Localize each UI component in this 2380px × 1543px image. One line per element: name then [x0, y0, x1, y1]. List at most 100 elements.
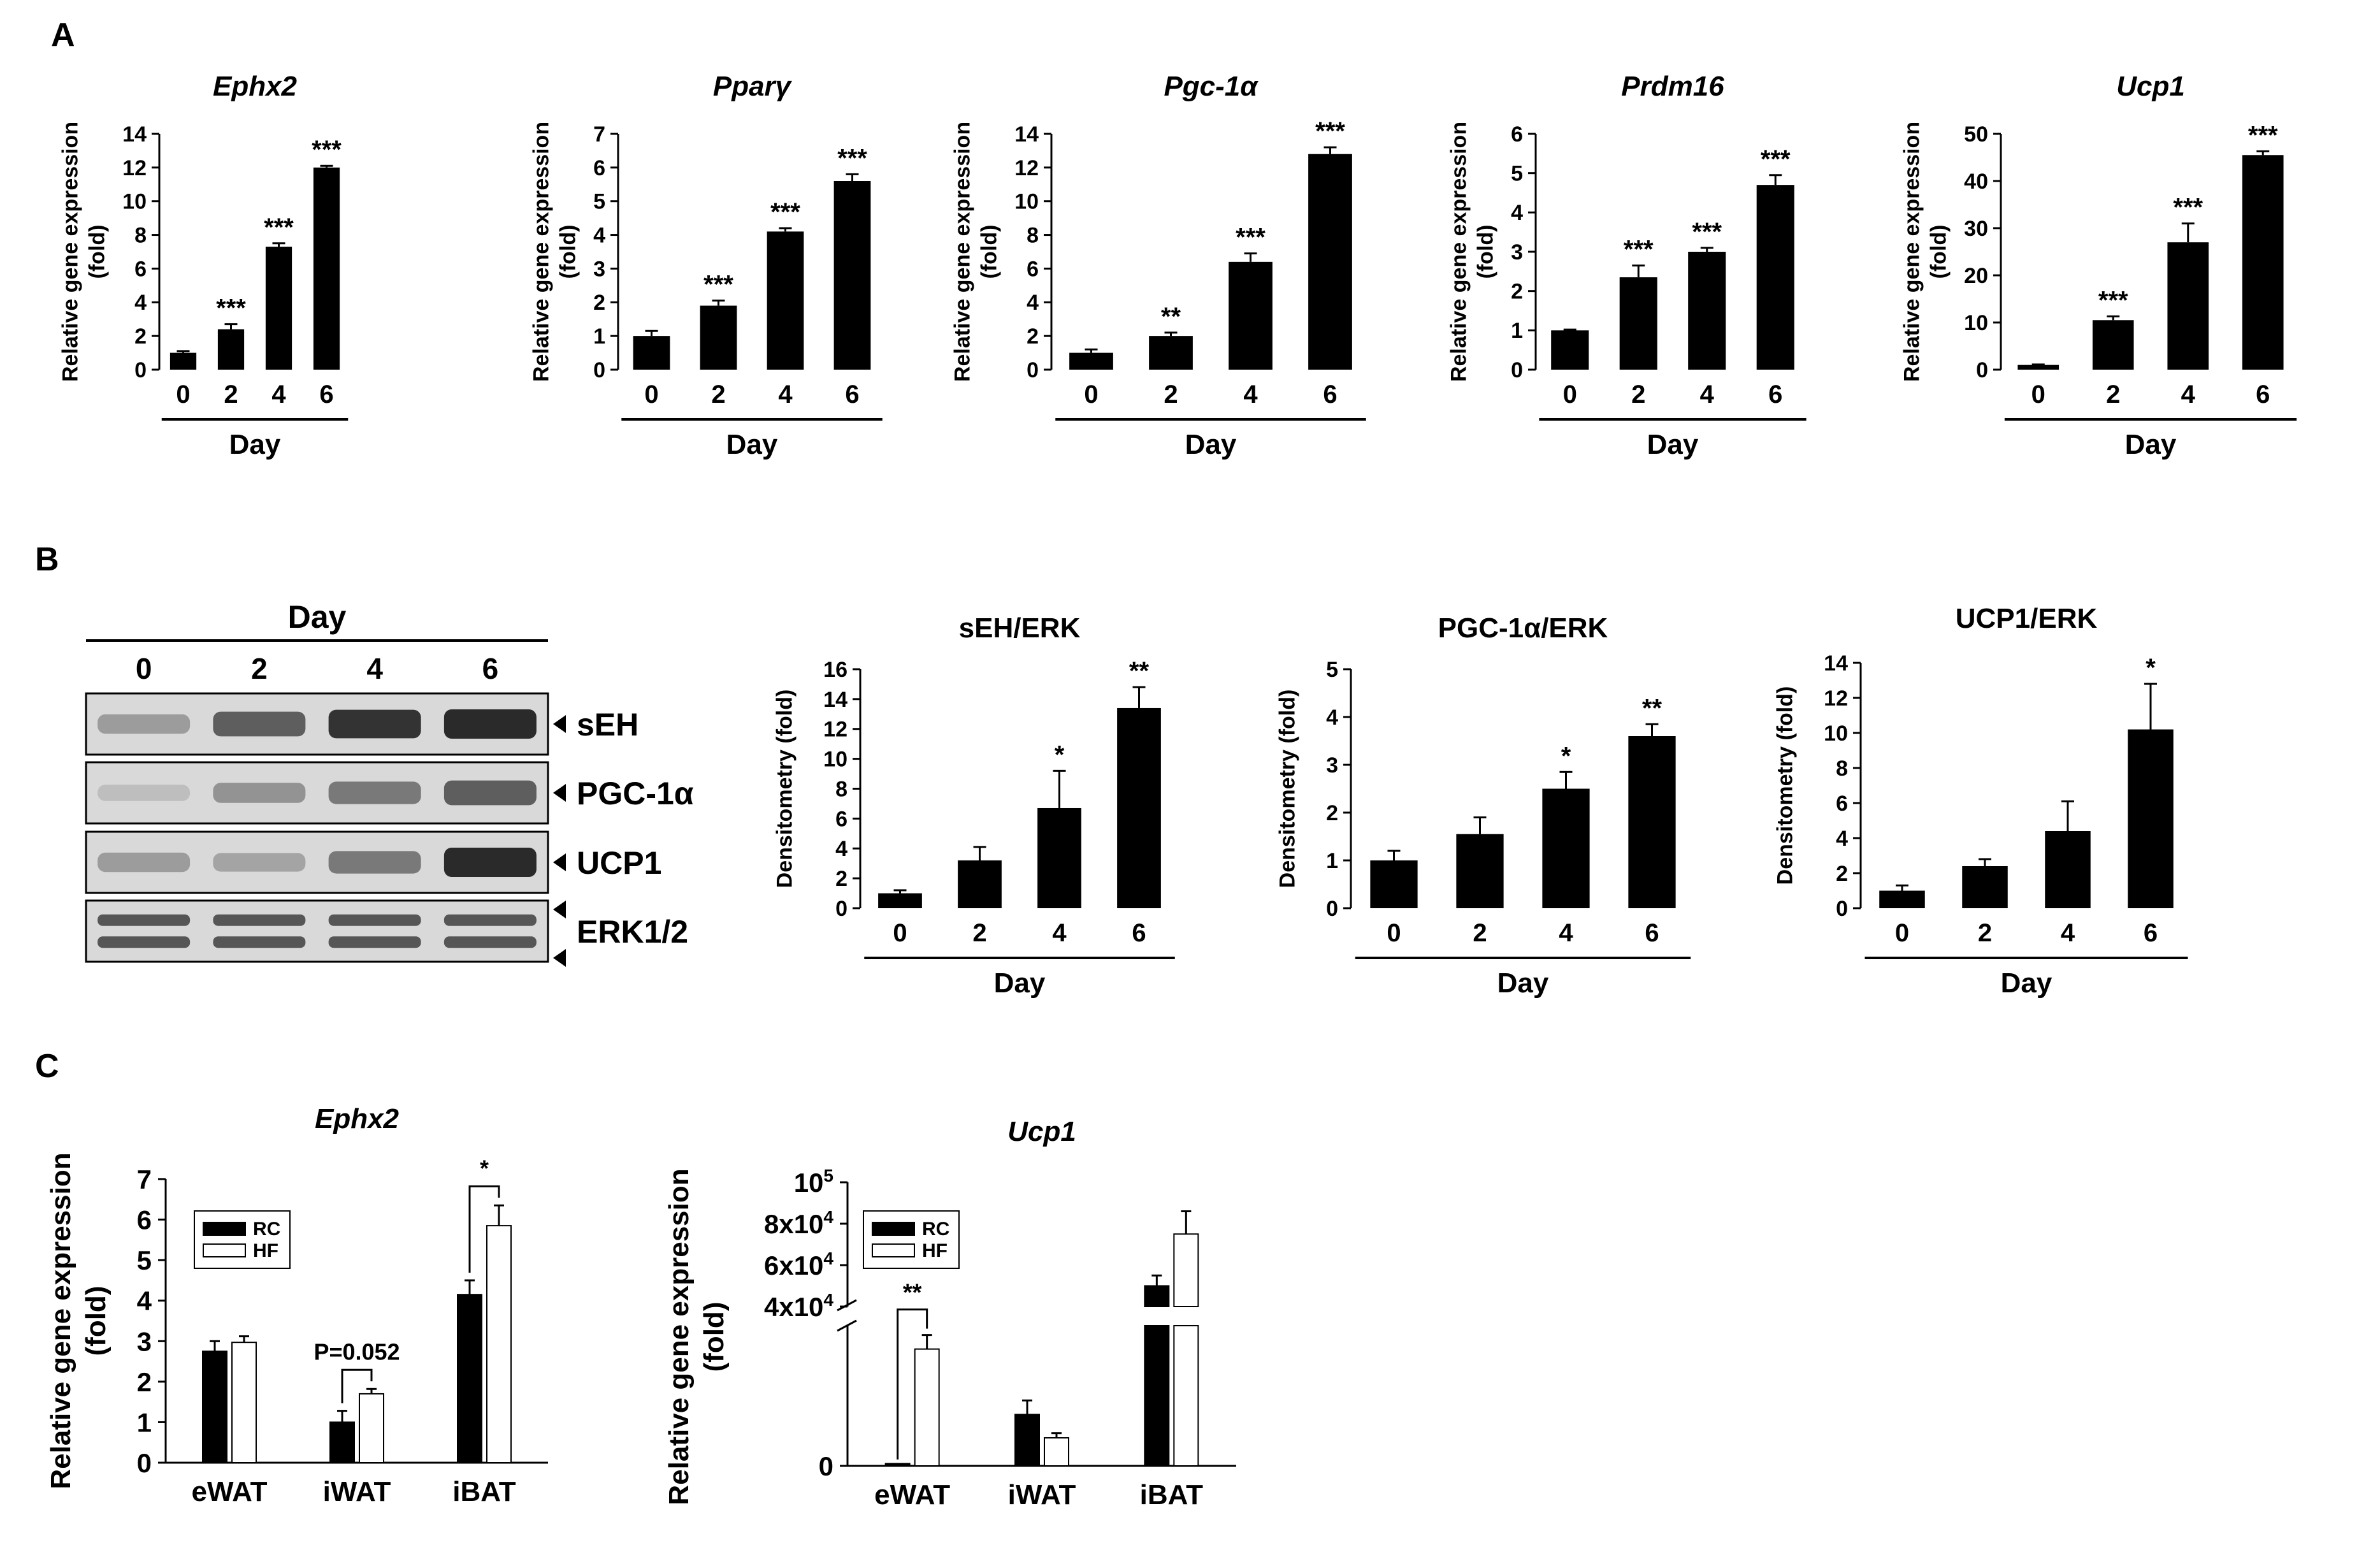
bar: [958, 860, 1002, 908]
y-tick-label: 0: [1511, 358, 1523, 382]
x-tick-label: 2: [1631, 380, 1645, 409]
bar-rc: [457, 1294, 482, 1464]
x-tick-label: 0: [1563, 380, 1577, 409]
blot-band: [97, 914, 191, 926]
blot-arrow: [553, 949, 566, 967]
legend-label: HF: [253, 1240, 278, 1261]
significance-bracket: [897, 1308, 928, 1460]
y-tick-label: 3: [1511, 240, 1523, 264]
y-tick-label: 6: [134, 257, 147, 281]
y-tick-label: 50: [1964, 122, 1988, 147]
x-tick-label: 4: [2181, 380, 2196, 409]
significance-mark: **: [1161, 303, 1181, 331]
bar: [1069, 352, 1113, 370]
y-tick-label: 2: [134, 324, 147, 349]
x-tick-label: 4: [271, 380, 286, 409]
y-axis-label: (fold): [698, 1302, 730, 1372]
chart-title: Prdm16: [1621, 71, 1724, 102]
blot-band: [213, 853, 306, 872]
y-tick-label: 0: [1836, 897, 1848, 921]
bar: [1628, 736, 1676, 908]
blot-band: [328, 914, 421, 926]
significance-mark: ***: [2173, 194, 2203, 222]
x-tick-label: 6: [1323, 380, 1337, 409]
significance-mark: ***: [2248, 121, 2278, 149]
blot-band: [444, 914, 537, 926]
axis-break-mark: [837, 1319, 857, 1332]
y-axis-label: Relative gene expression: [663, 1168, 695, 1505]
y-tick-label: 0: [1027, 358, 1039, 382]
bar: [1229, 261, 1273, 370]
y-tick-label: 0: [593, 358, 605, 382]
y-tick-label: 5: [593, 190, 605, 214]
y-tick-label: 2: [835, 867, 847, 891]
y-tick-label: 3: [1326, 753, 1338, 778]
y-tick-label: 1: [137, 1407, 152, 1437]
bar-rc: [1144, 1325, 1170, 1467]
y-tick-label: 4: [1326, 706, 1338, 730]
bar: [1037, 808, 1081, 908]
chart-title: Ucp1: [2116, 71, 2185, 102]
chart-pgc1a-day: Pgc-1α 0 2 4 6 8 10 12 14 Relative gene expressio…: [951, 71, 1366, 460]
y-tick-label: 6: [1027, 257, 1039, 281]
x-tick-label: 4: [1243, 380, 1258, 409]
y-tick-label: 1: [593, 324, 605, 349]
x-tick-label: eWAT: [874, 1479, 950, 1510]
x-tick-label: iWAT: [1008, 1479, 1076, 1510]
x-tick-label: 4: [778, 380, 793, 409]
axis-break-mark: [837, 1299, 857, 1312]
significance-mark: *: [1561, 742, 1571, 770]
bar-hf: [1173, 1325, 1199, 1467]
y-tick-label: 2: [593, 291, 605, 315]
y-axis-label: Relative gene expression: [951, 122, 975, 382]
legend-swatch: [203, 1222, 246, 1236]
bar-rc: [202, 1351, 227, 1463]
bar: [1962, 866, 2008, 908]
y-axis-label: Relative gene expression: [45, 1152, 76, 1489]
blot-band: [97, 936, 191, 948]
bar: [2045, 831, 2091, 908]
x-axis-label: Day: [1647, 429, 1699, 460]
bar: [1542, 788, 1590, 908]
x-tick-label: 4: [1700, 380, 1715, 409]
blot-row-label: PGC-1α: [577, 776, 694, 811]
y-tick-label: 4: [1027, 291, 1039, 315]
blot-band: [97, 785, 191, 801]
blot-band: [328, 851, 421, 874]
y-tick-label: 30: [1964, 217, 1988, 241]
x-tick-label: 4: [1559, 919, 1573, 947]
y-tick-label: 3: [593, 257, 605, 281]
blot-band: [97, 714, 191, 734]
y-tick-label: 14: [1824, 651, 1848, 676]
x-tick-label: 6: [2144, 919, 2158, 947]
x-tick-label: 0: [644, 380, 658, 409]
y-axis-label: (fold): [80, 1286, 112, 1356]
y-tick-label: 0: [134, 358, 147, 382]
significance-mark: **: [903, 1280, 922, 1307]
x-tick-label: eWAT: [192, 1476, 268, 1507]
y-tick-label: 0: [137, 1448, 152, 1478]
blot-header: Day: [288, 599, 347, 635]
significance-mark: ***: [1692, 218, 1722, 246]
blot-band: [444, 709, 537, 739]
bar-hf: [914, 1348, 940, 1467]
blot-band: [444, 936, 537, 948]
y-axis-label: (fold): [977, 225, 1002, 279]
chart-ephx2-tissue: Ephx2 0 1 2 3 4 5 6 7 Relative gene expression (fo…: [45, 1103, 548, 1507]
x-axis-label: Day: [994, 967, 1046, 999]
y-tick-label: 4: [137, 1286, 152, 1316]
blot-arrow: [553, 784, 566, 802]
blot-row-label: sEH: [577, 707, 638, 743]
y-tick-label: 10: [1014, 190, 1039, 214]
significance-mark: *: [2146, 654, 2156, 682]
y-tick-label: 10: [1824, 721, 1848, 746]
y-tick-label: 2: [1511, 280, 1523, 304]
bar-hf: [486, 1225, 512, 1464]
bar-rc: [329, 1421, 355, 1463]
y-tick-label: 1: [1326, 849, 1338, 873]
lane-label: 6: [482, 652, 499, 685]
x-tick-label: 2: [1473, 919, 1487, 947]
significance-mark: P=0.052: [314, 1338, 400, 1365]
y-tick-label: 2: [1326, 801, 1338, 825]
x-axis-label: Day: [1185, 429, 1237, 460]
